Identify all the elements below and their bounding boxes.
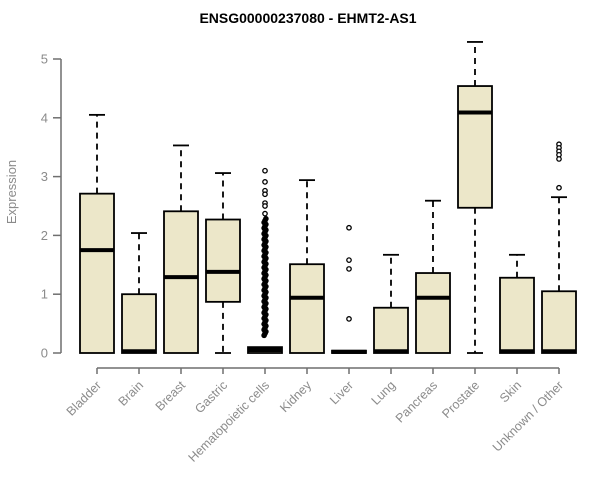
iqr-box [79,192,115,354]
iqr-box [121,293,157,354]
box-group [457,41,493,354]
outlier-point [556,184,562,191]
outlier-point [556,156,562,162]
outlier-point [346,257,352,263]
y-axis-tick-label: 4 [41,110,48,125]
box-group [289,179,325,354]
box-group [415,199,451,354]
outlier-point [262,210,268,217]
y-axis-tick-label: 1 [41,287,48,302]
x-axis-category-label: Prostate [439,378,482,421]
x-axis-category-label: Breast [153,378,189,414]
x-axis-category-label: Lung [369,378,399,408]
outlier-point [263,215,269,222]
y-axis-tick-label: 3 [41,169,48,184]
x-axis-category-label: Skin [497,378,524,405]
y-axis-label: Expression [4,160,19,224]
x-axis-category-label: Pancreas [393,378,440,425]
outlier-point [346,316,352,322]
box-group [121,232,157,354]
x-axis-category-label: Gastric [192,378,230,416]
box-group [205,172,241,354]
x-axis-category-label: Liver [327,378,356,407]
y-axis-tick-label: 2 [41,228,48,243]
boxes-layer [79,41,577,354]
chart-title: ENSG00000237080 - EHMT2-AS1 [199,10,416,26]
x-axis-category-label: Bladder [64,378,104,418]
box-group [541,141,577,354]
y-axis-tick-label: 0 [41,346,48,361]
iqr-box [499,276,535,354]
outlier-point [346,224,352,231]
iqr-box [289,263,325,354]
box-group [499,253,535,354]
outlier-point [262,179,268,185]
iqr-box [457,85,493,209]
outlier-point [262,191,268,198]
box-group [79,113,115,354]
box-group [373,253,409,354]
x-axis-category-label: Kidney [277,378,314,415]
box-group [331,224,367,354]
outlier-point [262,203,268,209]
box-group [247,167,283,354]
iqr-box [163,210,199,354]
iqr-box [415,272,451,354]
x-axis-category-label: Brain [116,378,147,409]
y-axis-tick-label: 5 [41,52,48,67]
x-axis-category-label: Unknown / Other [490,378,566,454]
box-group [163,144,199,354]
x-axis-category-label: Hematopoietic cells [186,378,273,465]
iqr-box [205,218,241,303]
iqr-box [373,306,409,354]
outlier-point [262,167,268,174]
outlier-point [346,266,352,272]
iqr-box [541,290,577,354]
